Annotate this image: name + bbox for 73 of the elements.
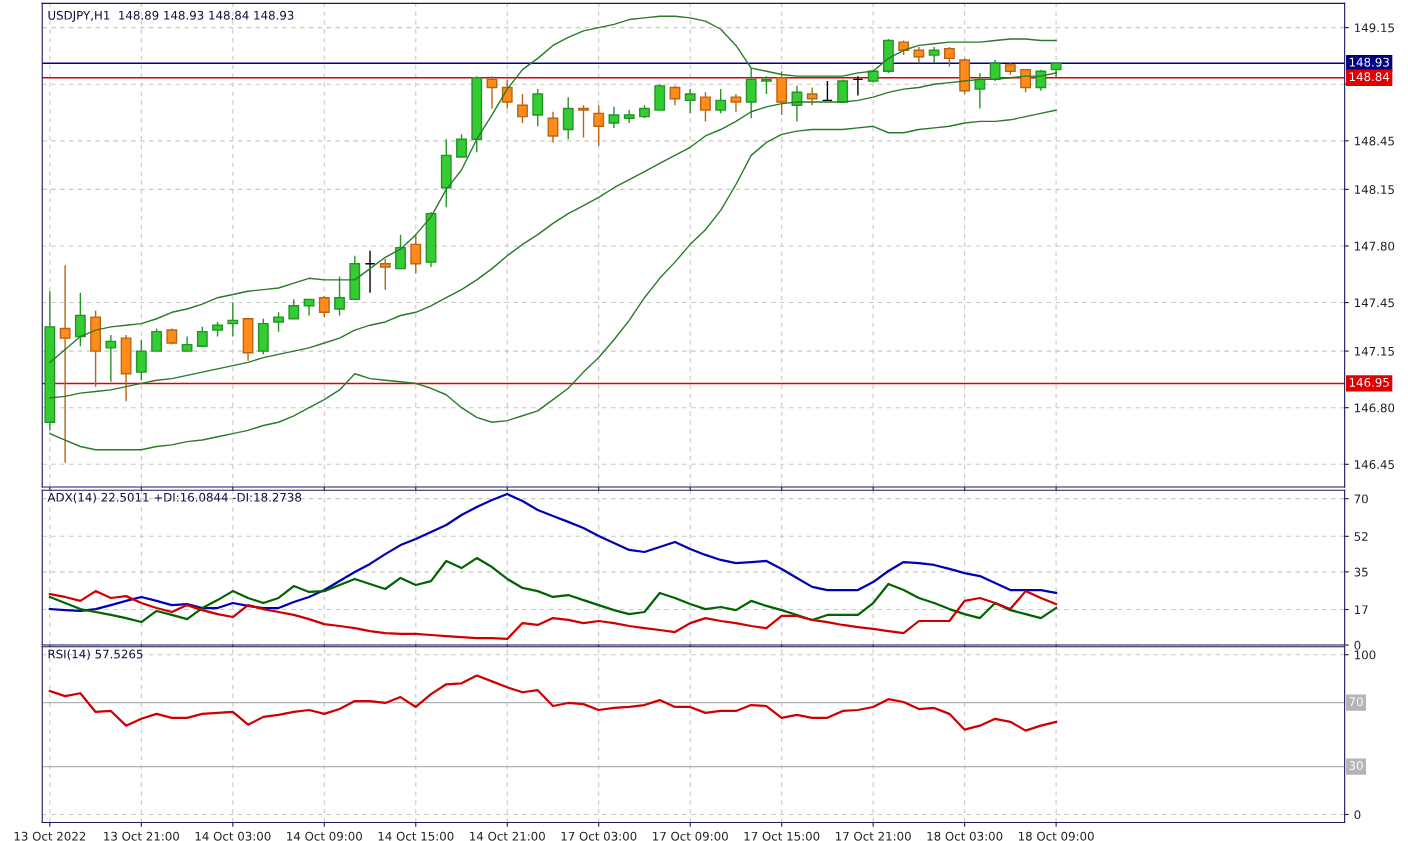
line-series [48,589,1058,641]
y-tick-label: 147.80 [1354,241,1395,251]
candlestick [227,301,239,338]
y-tick-label: 70 [1354,494,1368,504]
candlestick [395,233,406,270]
candlestick [517,93,528,124]
y-tick-label: 148.15 [1354,185,1394,195]
candlestick [943,46,955,68]
candlestick [684,88,696,115]
candlestick [928,46,940,64]
y-tick-label: 100 [1354,650,1376,660]
y-tick-label: 35 [1354,567,1368,577]
candlestick [273,311,284,333]
candlestick [334,275,345,317]
candlestick [105,334,117,383]
x-tick-label: 17 Oct 03:00 [561,831,637,841]
y-tick-label: 0 [1354,810,1361,820]
candlestick [501,78,513,110]
line-series [48,556,1058,624]
y-tick-label: 147.45 [1354,298,1394,308]
x-tick-label: 14 Oct 09:00 [287,831,362,841]
candlestick [532,88,544,127]
x-tick-label: 17 Oct 09:00 [653,831,728,841]
ref-line-label: 148.93 [1349,57,1389,67]
ref-line-label: 146.95 [1349,377,1389,387]
candlestick [59,264,71,464]
candlestick [745,67,757,119]
candlestick [74,292,86,347]
x-tick-label: 18 Oct 09:00 [1018,831,1094,841]
x-tick-label: 14 Oct 03:00 [195,831,271,841]
y-tick-label: 0 [1354,640,1361,650]
ref-line-label: 148.84 [1349,72,1390,82]
candlestick [608,106,620,129]
y-tick-label: 147.15 [1354,346,1394,356]
candlestick [196,326,208,347]
x-tick-label: 13 Oct 2022 [14,831,86,841]
candlestick [318,295,330,318]
candlestick [288,298,300,320]
x-tick-label: 17 Oct 21:00 [835,831,911,841]
x-tick-label: 13 Oct 21:00 [104,831,180,841]
line-series [48,674,1058,732]
candlestick [989,59,1001,82]
candlestick [364,250,376,294]
x-tick-label: 17 Oct 15:00 [744,831,820,841]
candlestick [135,339,147,381]
chart-title: RSI(14) 57.5265 [48,649,143,660]
line-series [49,109,1057,451]
x-tick-label: 14 Oct 21:00 [470,831,545,841]
candlestick [578,104,589,139]
y-tick-label: 52 [1354,532,1368,541]
candlestick [410,233,422,275]
candlestick [456,133,467,158]
candlestick [715,88,727,115]
candlestick [379,258,391,291]
candlestick [562,96,574,140]
chart-title: ADX(14) 22.5011 +DI:16.0844 -DI:18.2738 [47,492,302,504]
candlestick [852,75,864,97]
candlestick [700,91,711,123]
text: USDJPY,H1 148.89 148.93 148.84 148.93 [48,10,294,22]
y-tick-label: 146.45 [1354,460,1394,469]
x-tick-label: 18 Oct 03:00 [927,831,1003,841]
y-tick-label: 148.45 [1354,136,1394,146]
y-tick-label: 149.15 [1354,23,1394,33]
candlestick [151,327,163,352]
ref-line-label: 30 [1349,761,1363,770]
candlestick [547,111,559,144]
y-tick-label: 146.80 [1354,403,1395,413]
candlestick [593,104,605,147]
candlestick [821,80,833,102]
x-tick-label: 14 Oct 15:00 [378,831,454,841]
line-series [48,492,1058,613]
y-tick-label: 17 [1354,605,1368,614]
candlestick [974,72,986,110]
